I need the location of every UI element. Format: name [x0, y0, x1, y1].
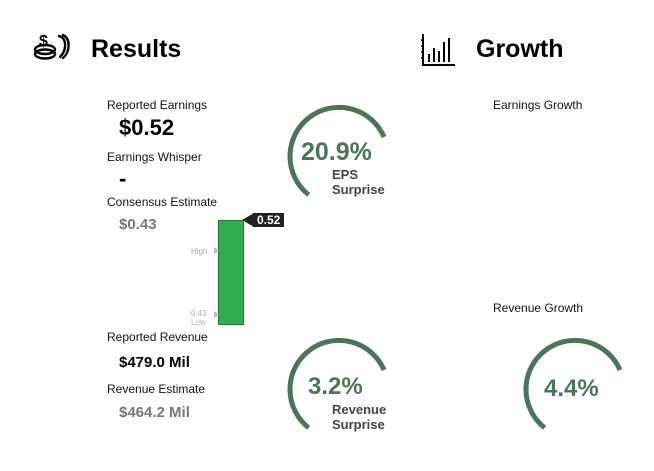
- eps-bar-chart: 0.52 High 0.43 Low: [185, 210, 295, 330]
- money-hand-icon: $: [33, 33, 70, 60]
- earnings-whisper-value: -: [119, 166, 127, 191]
- svg-text:$: $: [39, 33, 48, 50]
- revenue-surprise-label-line1: Revenue: [332, 402, 387, 417]
- revenue-growth-pct: 4.4%: [544, 375, 599, 402]
- eps-surprise-ring: [287, 104, 387, 197]
- reported-revenue-value: $479.0 Mil: [119, 354, 190, 371]
- growth-title: Growth: [476, 35, 564, 63]
- eps-surprise-pct: 20.9%: [301, 138, 372, 166]
- eps-surprise-gauge: 20.9% EPS Surprise: [286, 102, 396, 212]
- eps-high-tick: High: [191, 247, 208, 256]
- revenue-surprise-gauge: 3.2% Revenue Surprise: [286, 335, 396, 445]
- eps-low-tick: Low: [191, 318, 206, 327]
- revenue-growth-label: Revenue Growth: [493, 301, 584, 315]
- reported-earnings-label: Reported Earnings: [107, 98, 208, 112]
- reported-revenue-label: Reported Revenue: [107, 330, 208, 344]
- consensus-estimate-label: Consensus Estimate: [107, 195, 218, 209]
- eps-low-value-tick: 0.43: [191, 309, 207, 318]
- results-title: Results: [91, 35, 182, 63]
- revenue-growth-gauge: 4.4%: [522, 335, 632, 445]
- revenue-surprise-label-line2: Surprise: [332, 417, 385, 432]
- consensus-estimate-value: $0.43: [119, 216, 157, 233]
- revenue-estimate-value: $464.2 Mil: [119, 404, 190, 421]
- eps-actual-tag-label: 0.52: [253, 213, 285, 227]
- revenue-estimate-label: Revenue Estimate: [107, 382, 206, 396]
- revenue-growth-ring: [523, 337, 623, 430]
- revenue-surprise-pct: 3.2%: [308, 373, 363, 400]
- reported-earnings-value: $0.52: [119, 115, 175, 140]
- earnings-growth-label: Earnings Growth: [493, 98, 583, 112]
- eps-actual-bar: [218, 220, 244, 325]
- revenue-surprise-ring: [287, 337, 387, 430]
- low-tick-arrow-icon: [214, 311, 219, 318]
- earnings-whisper-label: Earnings Whisper: [107, 150, 202, 164]
- tag-arrow-icon: [242, 213, 254, 227]
- eps-actual-tag: 0.52: [242, 213, 285, 227]
- bar-chart-icon: [421, 34, 455, 66]
- eps-surprise-label-line2: Surprise: [332, 182, 385, 197]
- high-tick-arrow-icon: [214, 247, 219, 254]
- eps-surprise-label-line1: EPS: [332, 167, 359, 182]
